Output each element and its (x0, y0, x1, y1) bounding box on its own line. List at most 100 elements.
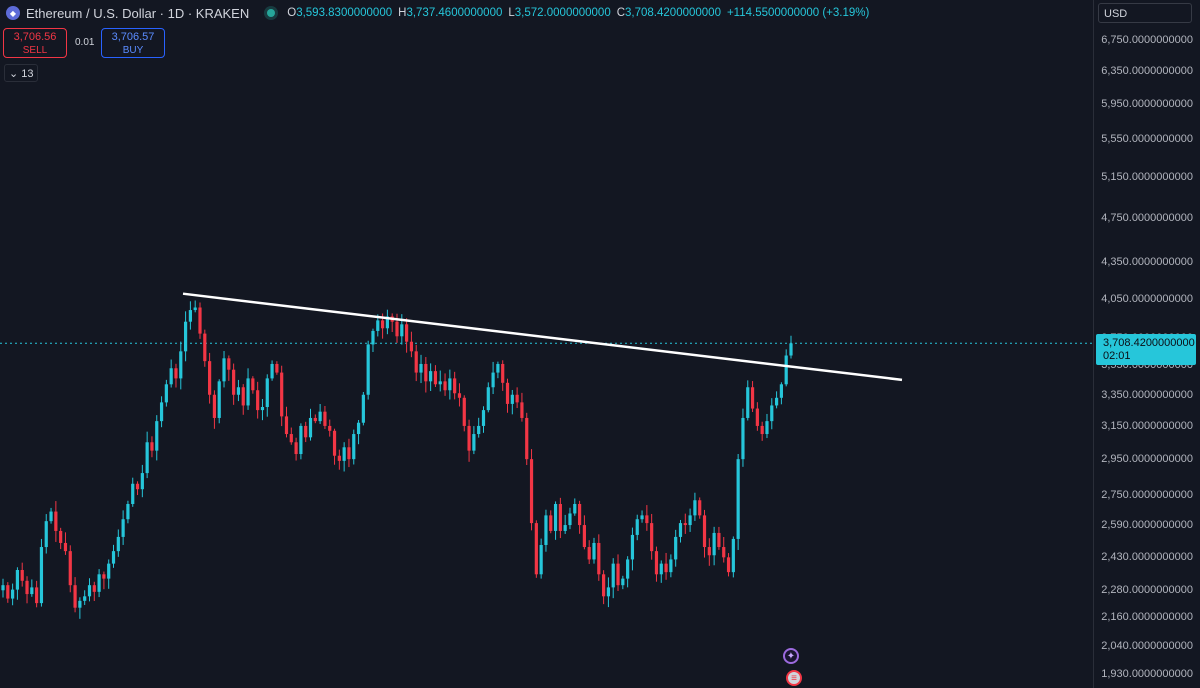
candle (717, 532, 721, 548)
candle (208, 361, 212, 395)
candle (640, 515, 644, 520)
price-chart[interactable] (0, 0, 1093, 688)
candle (140, 473, 144, 490)
candle (366, 344, 370, 395)
candle (73, 585, 77, 608)
indicators-toggle[interactable]: ⌄ 13 (4, 64, 38, 82)
sell-price: 3,706.56 (13, 31, 57, 43)
candle (102, 574, 106, 579)
candle (635, 519, 639, 535)
candle (568, 513, 572, 526)
candle (549, 515, 553, 531)
candle (726, 557, 731, 573)
candle (155, 421, 159, 451)
candle (25, 580, 29, 595)
candle (429, 371, 433, 382)
us-flag-icon[interactable]: ≡ (786, 670, 802, 686)
candle (611, 563, 615, 588)
candle (544, 515, 548, 545)
candle (299, 425, 303, 455)
candles (1, 300, 793, 619)
candle (774, 397, 779, 406)
symbol-title[interactable]: Ethereum / U.S. Dollar · 1D · KRAKEN (26, 5, 250, 21)
bar-countdown: 02:01 (1103, 350, 1131, 362)
candle (11, 589, 15, 599)
candle (111, 551, 116, 564)
last-price-value: 3,708.4200000000 (1103, 337, 1195, 349)
candle (135, 483, 140, 490)
candle (779, 384, 783, 398)
ohlc-close: C3,708.4200000000 (617, 7, 721, 19)
candle (131, 483, 135, 504)
candle (409, 341, 414, 352)
candle (164, 384, 168, 403)
candle (630, 534, 635, 560)
candle (650, 523, 654, 552)
candle (486, 387, 490, 411)
candle (712, 532, 716, 556)
ohlc-close-value: 3,708.4200000000 (625, 7, 721, 19)
candle (534, 523, 538, 575)
ethereum-icon[interactable]: ◆ (6, 6, 20, 20)
candle (222, 358, 226, 382)
candle (539, 544, 543, 575)
spread-value: 0.01 (75, 37, 95, 48)
candle (621, 578, 625, 586)
candle (496, 363, 500, 373)
candle (505, 382, 510, 404)
candle (462, 397, 466, 426)
candle (433, 371, 438, 385)
currency-label: USD (1104, 8, 1128, 20)
candle (683, 523, 687, 526)
indicator-count: 13 (21, 68, 34, 80)
candle (563, 525, 567, 531)
candle (472, 434, 476, 451)
candle (20, 570, 24, 581)
buy-button[interactable]: 3,706.57 BUY (101, 28, 165, 58)
candle (669, 559, 673, 573)
candle (318, 411, 322, 422)
candle (400, 324, 404, 337)
candle (553, 503, 558, 531)
candle (481, 410, 486, 426)
sell-label: SELL (22, 45, 48, 56)
candle (616, 563, 620, 586)
price-axis-label: 2,160.0000000000 (1101, 610, 1193, 623)
candle (602, 574, 606, 597)
event-icon[interactable]: ✦ (783, 648, 799, 664)
candle (323, 411, 327, 426)
price-axis-label: 5,550.0000000000 (1101, 133, 1193, 146)
candle (169, 368, 173, 385)
candle (376, 320, 380, 331)
candle (347, 447, 351, 460)
ohlc-open: O3,593.8300000000 (287, 7, 392, 19)
candle (294, 442, 298, 455)
ohlc-open-value: 3,593.8300000000 (296, 7, 393, 19)
candle (241, 387, 245, 406)
candle (227, 358, 231, 370)
candle (328, 425, 332, 431)
candle (212, 394, 217, 418)
candle (92, 585, 96, 592)
price-axis-label: 2,750.0000000000 (1101, 488, 1193, 501)
candle (678, 523, 683, 537)
candle (121, 519, 125, 537)
candle (438, 381, 442, 385)
candle (582, 525, 586, 548)
price-axis-label: 2,590.0000000000 (1101, 519, 1193, 532)
candle (150, 442, 154, 451)
candle (39, 547, 44, 604)
candle (35, 587, 39, 604)
chevron-down-icon: ⌄ (9, 68, 19, 80)
price-axis-label: 1,930.0000000000 (1101, 668, 1193, 680)
trendline[interactable] (182, 292, 903, 382)
sell-button[interactable]: 3,706.56 SELL (3, 28, 67, 58)
candle (280, 372, 284, 417)
candle (198, 307, 202, 334)
price-axis-label: 6,750.0000000000 (1101, 34, 1193, 46)
candle (529, 459, 534, 524)
candle (304, 425, 308, 438)
candle (645, 515, 649, 524)
candle (352, 434, 356, 460)
currency-selector[interactable]: USD (1098, 3, 1192, 23)
